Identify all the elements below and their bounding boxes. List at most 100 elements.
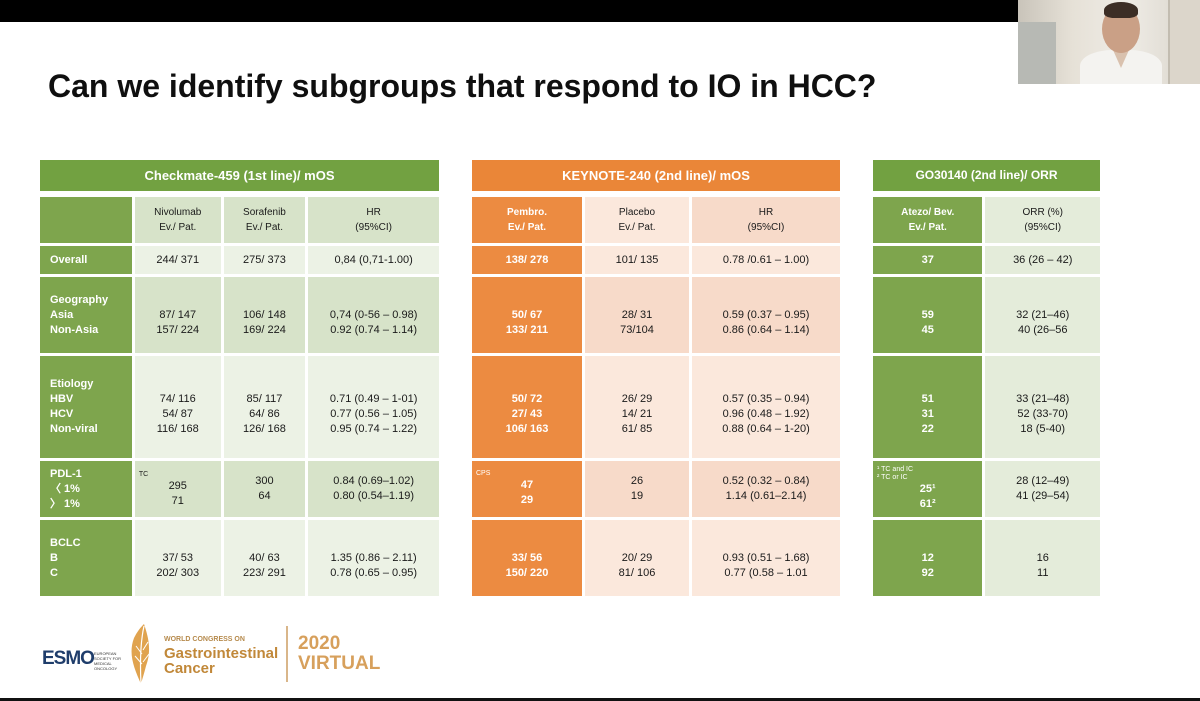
- keynote-header: KEYNOTE-240 (2nd line)/ mOS: [472, 160, 841, 191]
- atezo-overall: 37: [873, 246, 983, 274]
- row-label-overall: Overall: [40, 246, 132, 274]
- col-header-placebo: Placebo Ev./ Pat.: [585, 197, 689, 243]
- table-row: 51 31 22 33 (21–48) 52 (33-70) 18 (5-40): [873, 356, 1100, 458]
- slide-title: Can we identify subgroups that respond t…: [48, 68, 877, 104]
- keynote-column-header-row: Pembro. Ev./ Pat. Placebo Ev./ Pat. HR (95%…: [472, 197, 841, 243]
- keynote-header-row: KEYNOTE-240 (2nd line)/ mOS: [472, 160, 841, 191]
- atezo-pdl1: ¹ TC and IC ² TC or IC 25¹ 61²: [873, 461, 983, 517]
- table-row: BCLC B C 37/ 53 202/ 303 40/ 63 223/ 291 1.3…: [40, 520, 439, 596]
- tc-ic-note-1: ¹ TC and IC: [877, 466, 914, 473]
- table-row: Etiology HBV HCV Non-viral 74/ 116 54/ 87 116…: [40, 356, 439, 458]
- sora-etiology: 85/ 117 64/ 86 126/ 168: [223, 356, 306, 458]
- tc-ic-note-2: ² TC or IC: [877, 474, 908, 481]
- col-header-atezo: Atezo/ Bev. Ev./ Pat.: [873, 197, 983, 243]
- speaker-video-thumbnail[interactable]: [1018, 0, 1200, 84]
- row-label-geography: Geography Asia Non-Asia: [40, 277, 132, 353]
- nivo-pdl1: TC 295 71: [134, 461, 221, 517]
- congress-year: 2020 VIRTUAL: [298, 633, 381, 674]
- orr-etiology: 33 (21–48) 52 (33-70) 18 (5-40): [985, 356, 1100, 458]
- nivo-bclc: 37/ 53 202/ 303: [134, 520, 221, 596]
- col-header-keynote-hr: HR (95%CI): [692, 197, 841, 243]
- table-row: 37 36 (26 – 42): [873, 246, 1100, 274]
- checkmate-header: Checkmate-459 (1st line)/ mOS: [40, 160, 439, 191]
- col-header-sorafenib: Sorafenib Ev./ Pat.: [223, 197, 306, 243]
- pembro-geography: 50/ 67 133/ 211: [472, 277, 582, 353]
- hr-bclc: 1.35 (0.86 – 2.11) 0.78 (0.65 – 0.95): [308, 520, 439, 596]
- checkmate-459-table: Checkmate-459 (1st line)/ mOS Nivolumab E…: [37, 157, 442, 599]
- video-background-window: [1018, 22, 1056, 84]
- pembro-bclc: 33/ 56 150/ 220: [472, 520, 582, 596]
- table-row: ¹ TC and IC ² TC or IC 25¹ 61² 28 (12–49) 41…: [873, 461, 1100, 517]
- go30140-table: GO30140 (2nd line)/ ORR Atezo/ Bev. Ev./ …: [870, 157, 1103, 599]
- placebo-etiology: 26/ 29 14/ 21 61/ 85: [585, 356, 689, 458]
- keynote-hr-bclc: 0.93 (0.51 – 1.68) 0.77 (0.58 – 1.01: [692, 520, 841, 596]
- placebo-bclc: 20/ 29 81/ 106: [585, 520, 689, 596]
- placebo-overall: 101/ 135: [585, 246, 689, 274]
- congress-subtitle: WORLD CONGRESS ON: [164, 636, 245, 643]
- congress-name: Gastrointestinal Cancer: [164, 645, 279, 677]
- table-row: 138/ 278 101/ 135 0.78 /0.61 – 1.00): [472, 246, 841, 274]
- col-header-pembro: Pembro. Ev./ Pat.: [472, 197, 582, 243]
- sora-bclc: 40/ 63 223/ 291: [223, 520, 306, 596]
- table-row: 33/ 56 150/ 220 20/ 29 81/ 106 0.93 (0.51 …: [472, 520, 841, 596]
- wheat-leaf-icon: [131, 624, 150, 685]
- row-label-bclc: BCLC B C: [40, 520, 132, 596]
- table-row: CPS 47 29 26 19 0.52 (0.32 – 0.84) 1.14 (0.6…: [472, 461, 841, 517]
- orr-geography: 32 (21–46) 40 (26–56: [985, 277, 1100, 353]
- keynote-hr-pdl1: 0.52 (0.32 – 0.84) 1.14 (0.61–2.14): [692, 461, 841, 517]
- checkmate-column-header-row: Nivolumab Ev./ Pat. Sorafenib Ev./ Pat. HR…: [40, 197, 439, 243]
- pembro-overall: 138/ 278: [472, 246, 582, 274]
- placebo-geography: 28/ 31 73/104: [585, 277, 689, 353]
- placebo-pdl1: 26 19: [585, 461, 689, 517]
- congress-footer: ESMO EUROPEAN SOCIETY FOR MEDICAL ONCOLO…: [40, 622, 400, 686]
- esmo-logo-subtext: EUROPEAN SOCIETY FOR MEDICAL ONCOLOGY: [94, 651, 122, 671]
- sora-geography: 106/ 148 169/ 224: [223, 277, 306, 353]
- hr-etiology: 0.71 (0.49 – 1-01) 0.77 (0.56 – 1.05) 0.95…: [308, 356, 439, 458]
- footer-divider: [286, 626, 288, 682]
- table-row: Overall 244/ 371 275/ 373 0,84 (0,71-1.0…: [40, 246, 439, 274]
- atezo-geography: 59 45: [873, 277, 983, 353]
- esmo-logo: ESMO: [42, 648, 95, 669]
- keynote-hr-overall: 0.78 /0.61 – 1.00): [692, 246, 841, 274]
- orr-overall: 36 (26 – 42): [985, 246, 1100, 274]
- table-row: 12 92 16 11: [873, 520, 1100, 596]
- go30140-column-header-row: Atezo/ Bev. Ev./ Pat. ORR (%) (95%CI): [873, 197, 1100, 243]
- bottom-letterbox-bar: [0, 698, 1200, 701]
- top-letterbox-bar: [0, 0, 1200, 22]
- atezo-bclc: 12 92: [873, 520, 983, 596]
- cps-note: CPS: [476, 470, 491, 477]
- speaker-hair: [1104, 2, 1138, 18]
- checkmate-header-row: Checkmate-459 (1st line)/ mOS: [40, 160, 439, 191]
- hr-overall: 0,84 (0,71-1.00): [308, 246, 439, 274]
- table-row: 50/ 67 133/ 211 28/ 31 73/104 0.59 (0.37 –…: [472, 277, 841, 353]
- keynote-240-table: KEYNOTE-240 (2nd line)/ mOS Pembro. Ev./ …: [469, 157, 843, 599]
- keynote-hr-etiology: 0.57 (0.35 – 0.94) 0.96 (0.48 – 1.92) 0.88…: [692, 356, 841, 458]
- sora-overall: 275/ 373: [223, 246, 306, 274]
- sora-pdl1: 300 64: [223, 461, 306, 517]
- col-header-nivolumab: Nivolumab Ev./ Pat.: [134, 197, 221, 243]
- pembro-etiology: 50/ 72 27/ 43 106/ 163: [472, 356, 582, 458]
- table-row: Geography Asia Non-Asia 87/ 147 157/ 224 10…: [40, 277, 439, 353]
- row-label-etiology: Etiology HBV HCV Non-viral: [40, 356, 132, 458]
- orr-pdl1: 28 (12–49) 41 (29–54): [985, 461, 1100, 517]
- table-row: 50/ 72 27/ 43 106/ 163 26/ 29 14/ 21 61/ 85 …: [472, 356, 841, 458]
- keynote-hr-geography: 0.59 (0.37 – 0.95) 0.86 (0.64 – 1.14): [692, 277, 841, 353]
- checkmate-corner-cell: [40, 197, 132, 243]
- pembro-pdl1: CPS 47 29: [472, 461, 582, 517]
- col-header-hr: HR (95%CI): [308, 197, 439, 243]
- col-header-orr: ORR (%) (95%CI): [985, 197, 1100, 243]
- video-background-door: [1168, 0, 1200, 84]
- orr-bclc: 16 11: [985, 520, 1100, 596]
- row-label-pdl1: PDL-1 〈 1% 〉 1%: [40, 461, 132, 517]
- hr-pdl1: 0.84 (0.69–1.02) 0.80 (0.54–1.19): [308, 461, 439, 517]
- nivo-geography: 87/ 147 157/ 224: [134, 277, 221, 353]
- table-row: 59 45 32 (21–46) 40 (26–56: [873, 277, 1100, 353]
- atezo-etiology: 51 31 22: [873, 356, 983, 458]
- nivo-overall: 244/ 371: [134, 246, 221, 274]
- tc-note: TC: [138, 470, 149, 478]
- table-row: PDL-1 〈 1% 〉 1% TC 295 71 300 64 0.84 (0.69–1…: [40, 461, 439, 517]
- hr-geography: 0,74 (0-56 – 0.98) 0.92 (0.74 – 1.14): [308, 277, 439, 353]
- go30140-header-row: GO30140 (2nd line)/ ORR: [873, 160, 1100, 191]
- nivo-etiology: 74/ 116 54/ 87 116/ 168: [134, 356, 221, 458]
- go30140-header: GO30140 (2nd line)/ ORR: [873, 160, 1100, 191]
